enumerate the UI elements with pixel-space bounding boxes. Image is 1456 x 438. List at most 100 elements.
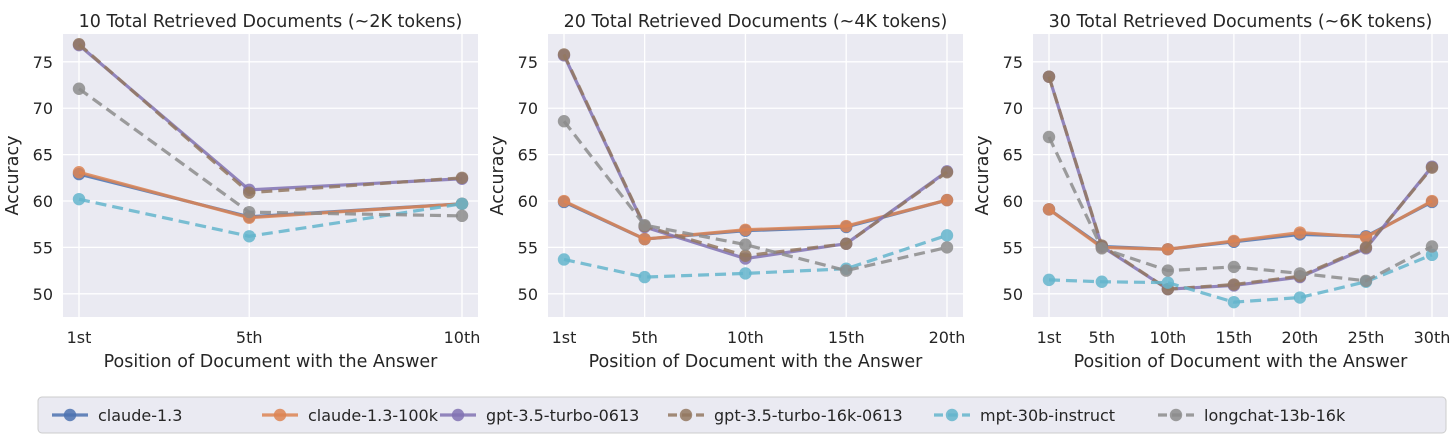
series-line	[562, 120, 948, 273]
y-tick-label: 60	[33, 192, 53, 211]
y-tick-label: 70	[1003, 99, 1023, 118]
y-tick-label: 65	[1003, 146, 1023, 165]
data-point	[638, 232, 651, 246]
data-point	[1227, 234, 1241, 248]
x-tick-label: 10th	[444, 328, 481, 347]
chart-panel-1: 50 55 60 65 70 75 1st 5th 10th 10 Total Retrieved…	[3, 12, 480, 372]
data-point	[1042, 203, 1056, 216]
data-point	[1425, 194, 1439, 208]
data-point	[1042, 273, 1056, 287]
x-tick-label: 30th	[1414, 328, 1451, 347]
plot-area	[63, 34, 478, 317]
series-mpt-30b-instruct	[72, 192, 469, 243]
legend-item-claude-1.3: claude-1.3	[52, 406, 182, 425]
data-point	[1161, 264, 1175, 277]
data-point	[840, 264, 853, 277]
legend-swatch-marker	[1169, 408, 1183, 422]
data-point	[1425, 161, 1439, 174]
data-point	[638, 218, 651, 232]
data-point	[1161, 243, 1175, 256]
data-point	[940, 241, 954, 254]
data-point	[1227, 295, 1241, 309]
legend-item-gpt-3.5-turbo-0613: gpt-3.5-turbo-0613	[440, 406, 639, 425]
data-point	[1042, 70, 1056, 83]
data-point	[1359, 231, 1373, 244]
data-point	[243, 205, 256, 219]
legend-label: mpt-30b-instruct	[980, 406, 1115, 425]
data-point	[455, 171, 469, 185]
data-point	[557, 48, 571, 61]
x-tick-label: 1st	[67, 328, 92, 347]
data-point	[940, 193, 954, 207]
y-tick-label: 55	[518, 238, 538, 257]
legend-label: claude-1.3-100k	[308, 406, 439, 425]
data-point	[1359, 241, 1373, 254]
y-tick-label: 65	[33, 146, 53, 165]
x-tick-label: 15th	[828, 328, 865, 347]
data-point	[1042, 130, 1056, 144]
y-tick-label: 60	[1003, 192, 1023, 211]
x-axis-label: Position of Document with the Answer	[1074, 352, 1409, 372]
plot-area	[548, 34, 963, 317]
data-point	[1095, 275, 1109, 288]
y-tick-label: 50	[518, 285, 538, 304]
y-tick-label: 50	[1003, 285, 1023, 304]
x-tick-label: 10th	[1149, 328, 1186, 347]
series-longchat-13b-16k	[557, 115, 954, 277]
data-point	[638, 270, 651, 284]
chart-title: 10 Total Retrieved Documents (~2K tokens…	[79, 12, 463, 32]
legend-item-longchat-13b-16k: longchat-13b-16k	[1158, 406, 1346, 425]
legend-swatch-marker	[63, 408, 77, 422]
data-point	[1227, 278, 1241, 291]
legend-label: gpt-3.5-turbo-16k-0613	[714, 406, 903, 425]
x-tick-label: 15th	[1216, 328, 1253, 347]
data-point	[1293, 267, 1307, 280]
data-point	[940, 166, 954, 179]
series-line	[563, 233, 948, 279]
data-point	[739, 223, 752, 236]
y-axis-label: Accuracy	[488, 136, 508, 216]
data-point	[940, 229, 954, 242]
y-tick-label: 75	[518, 53, 538, 72]
legend-item-mpt-30b-instruct: mpt-30b-instruct	[934, 406, 1115, 425]
series-gpt-3.5-turbo-16k-0613	[72, 38, 469, 199]
data-point	[72, 192, 86, 206]
series-claude-1.3-100k	[557, 193, 954, 246]
y-axis-label: Accuracy	[973, 136, 993, 216]
y-tick-label: 75	[1003, 53, 1023, 72]
x-tick-label: 20th	[1282, 328, 1319, 347]
data-point	[72, 82, 86, 95]
y-tick-label: 50	[33, 285, 53, 304]
y-tick-label: 55	[33, 238, 53, 257]
legend: claude-1.3 claude-1.3-100k gpt-3.5-turbo-0…	[37, 396, 1447, 434]
x-axis-label: Position of Document with the Answer	[104, 352, 439, 372]
x-tick-label: 1st	[552, 328, 577, 347]
x-tick-label: 10th	[727, 328, 764, 347]
data-point	[1161, 276, 1175, 289]
x-axis-label: Position of Document with the Answer	[589, 352, 924, 372]
legend-swatch-marker	[273, 408, 287, 422]
y-tick-label: 75	[33, 53, 53, 72]
data-point	[243, 230, 256, 243]
data-point	[739, 267, 752, 280]
chart-panel-3: 50 55 60 65 70 75 1st 5th 10th 15th 20th 25th 30th 30…	[973, 12, 1450, 372]
legend-swatch-marker	[679, 408, 693, 422]
x-tick-label: 25th	[1348, 328, 1385, 347]
chart-title: 20 Total Retrieved Documents (~4K tokens…	[564, 12, 948, 32]
legend-swatch-marker	[945, 408, 959, 422]
legend-label: longchat-13b-16k	[1204, 406, 1346, 425]
legend-item-gpt-3.5-turbo-16k-0613: gpt-3.5-turbo-16k-0613	[668, 406, 903, 425]
data-point	[739, 249, 752, 262]
data-point	[557, 253, 571, 266]
data-point	[1095, 242, 1109, 255]
series-longchat-13b-16k	[72, 82, 469, 223]
legend-frame	[37, 396, 1447, 434]
y-axis-label: Accuracy	[3, 136, 23, 216]
data-point	[455, 197, 469, 210]
data-point	[1359, 274, 1373, 288]
data-point	[1227, 260, 1241, 274]
data-point	[840, 219, 853, 233]
data-point	[840, 237, 853, 250]
data-point	[72, 38, 86, 51]
